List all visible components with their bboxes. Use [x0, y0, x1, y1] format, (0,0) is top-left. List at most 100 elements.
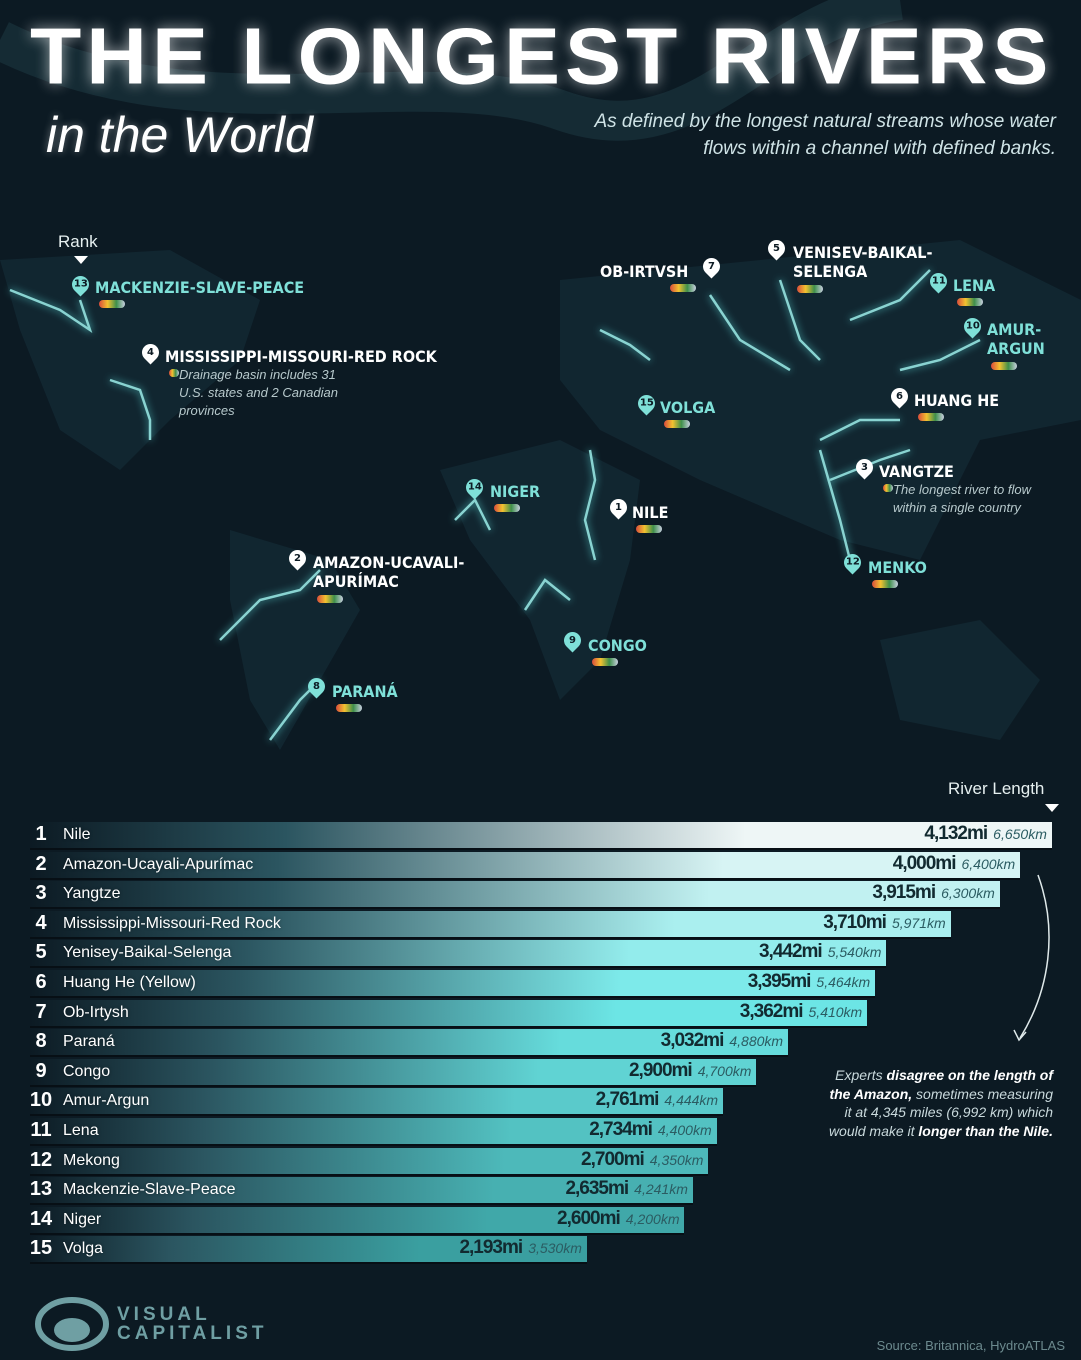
bar [30, 999, 868, 1026]
bar [30, 822, 1052, 848]
map-label[interactable]: AMAZON-UCAVALI- APURÍMAC [313, 553, 464, 591]
map-label-name-2: SELENGA [793, 262, 868, 281]
map-label-name-2: APURÍMAC [313, 572, 399, 591]
country-flags-icon [918, 413, 944, 421]
bar [30, 881, 1000, 908]
note-fragment: disagree on the length of the Amazon, [829, 1067, 1053, 1102]
bar-rank: 3 [35, 882, 47, 905]
bar-value-km: 4,350km [649, 1151, 704, 1168]
amazon-note: Experts disagree on the length of the Am… [823, 1066, 1053, 1140]
note-fragment: Experts [835, 1067, 887, 1083]
bar-category-label: Mekong [63, 1151, 120, 1169]
bar-value-mi: 3,362mi [739, 1000, 804, 1022]
bar-value-mi: 2,900mi [628, 1059, 693, 1081]
bar [30, 1029, 789, 1056]
map-label-name: HUANG HE [914, 391, 1000, 410]
bar-value-mi: 3,032mi [660, 1030, 725, 1052]
river-length-label: River Length [948, 779, 1045, 798]
bar-value-mi: 3,710mi [823, 911, 887, 933]
bar-value-label: 4,132mi 6,650km [924, 823, 1046, 845]
bar-rank: 7 [35, 1000, 47, 1023]
note-fragment: sometimes measuring it at 4,345 miles (6… [828, 1085, 1053, 1139]
map-label[interactable]: CONGO [588, 636, 647, 655]
bar-value-label: 3,362mi 5,410km [740, 1001, 862, 1023]
country-flags-icon [664, 420, 690, 428]
bar [30, 1206, 685, 1233]
bar [30, 1236, 587, 1263]
bar [30, 940, 887, 967]
rank-label: Rank [58, 232, 98, 251]
map-label[interactable]: VENISEV-BAIKAL- SELENGA [793, 243, 932, 281]
bar-category-label: Mississippi-Missouri-Red Rock [63, 914, 281, 932]
curved-arrow-icon [1013, 874, 1050, 1042]
country-flags-icon [317, 595, 343, 603]
bar-value-km: 3,530km [528, 1240, 582, 1257]
bar-rank: 15 [29, 1237, 53, 1260]
bar-value-km: 5,464km [816, 974, 871, 990]
bar-value-label: 3,395mi 5,464km [748, 971, 870, 993]
world-map [0, 0, 1081, 750]
bar-value-mi: 2,734mi [589, 1119, 653, 1140]
map-label[interactable]: OB-IRTVSH [600, 262, 688, 281]
country-flags-icon [169, 369, 179, 377]
bar-category-label: Congo [63, 1062, 111, 1080]
map-label[interactable]: PARANÁ [332, 682, 398, 701]
bar-value-label: 2,900mi 4,700km [629, 1060, 751, 1082]
map-label[interactable]: MACKENZIE-SLAVE-PEACE [95, 278, 304, 297]
bar-category-label: Yangtze [63, 885, 121, 903]
map-label-name: LENA [953, 276, 996, 295]
bar-value-label: 4,000mi 6,400km [893, 853, 1015, 875]
bar-value-km: 6,300km [941, 885, 995, 902]
map-label-name: VENISEV-BAIKAL- [793, 243, 933, 262]
bar-value-mi: 2,761mi [595, 1089, 660, 1111]
country-flags-icon [991, 362, 1017, 370]
note-fragment: longer than the Nile. [918, 1122, 1053, 1139]
map-label[interactable]: VOLGA [660, 398, 715, 417]
visual-capitalist-logo: VISUAL CAPITALIST [35, 1297, 267, 1351]
bar-category-label: Amur-Argun [63, 1092, 150, 1110]
map-label[interactable]: MENKO [868, 558, 927, 577]
bar-value-mi: 3,442mi [758, 941, 823, 963]
bar-rank: 9 [35, 1059, 47, 1082]
map-label-name: CONGO [588, 636, 647, 655]
bar-value-label: 2,193mi 3,530km [459, 1237, 581, 1259]
down-arrow-icon [1045, 804, 1059, 812]
bar [30, 1088, 724, 1115]
bar-rank: 1 [35, 823, 47, 845]
bar-value-label: 2,700mi 4,350km [581, 1149, 703, 1171]
country-flags-icon [636, 525, 662, 533]
page-description: As defined by the longest natural stream… [594, 111, 1056, 159]
map-label[interactable]: NIGER [490, 482, 540, 501]
bar-value-km: 4,444km [664, 1092, 719, 1109]
bar-category-label: Mackenzie-Slave-Peace [63, 1181, 236, 1199]
bar-value-mi: 2,635mi [565, 1178, 629, 1200]
country-flags-icon [883, 484, 893, 492]
bar-rank: 4 [35, 911, 47, 934]
map-label-name: OB-IRTVSH [600, 262, 689, 281]
map-label[interactable]: AMUR- ARGUN [987, 320, 1045, 358]
bar-value-mi: 2,600mi [557, 1207, 621, 1229]
bar-category-label: Paraná [63, 1033, 115, 1051]
bar-value-label: 2,600mi 4,200km [557, 1208, 679, 1230]
bar-category-label: Lena [63, 1122, 99, 1139]
bar [30, 1147, 709, 1174]
map-label[interactable]: LENA [953, 276, 995, 295]
map-label[interactable]: MISSISSIPPI-MISSOURI-RED ROCK [165, 347, 437, 366]
bar-value-label: 3,442mi 5,540km [759, 941, 881, 963]
source-note: Source: Britannica, HydroATLAS [876, 1338, 1065, 1353]
bar-value-km: 5,971km [891, 914, 946, 931]
country-flags-icon [494, 504, 520, 512]
map-label[interactable]: NILE [632, 503, 668, 522]
bar-rank: 12 [29, 1148, 53, 1171]
map-label-name: MENKO [868, 558, 927, 577]
map-label[interactable]: VANGTZE [879, 462, 954, 481]
map-label-name: AMAZON-UCAVALI- [313, 553, 465, 572]
map-label[interactable]: HUANG HE [914, 391, 999, 410]
bar-value-km: 4,241km [634, 1181, 688, 1198]
map-note: The longest river to flow within a singl… [893, 482, 1032, 515]
bar-rank: 2 [35, 852, 47, 875]
page-subtitle: in the World [46, 107, 313, 163]
bar-category-label: Ob-Irtysh [63, 1003, 129, 1021]
bar-category-label: Nile [63, 826, 91, 843]
bar-value-km: 5,410km [808, 1003, 863, 1020]
